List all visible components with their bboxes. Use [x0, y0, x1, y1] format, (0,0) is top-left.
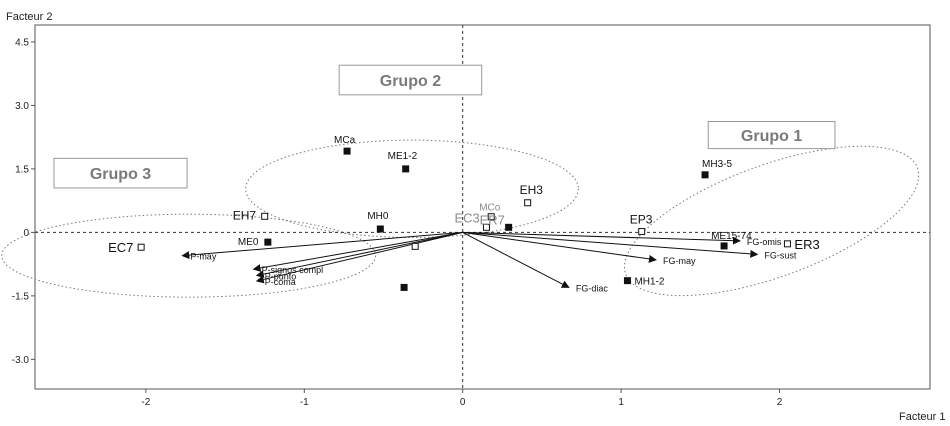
point-label-me1-2: ME1-2: [388, 151, 418, 162]
point-label-me15-74: ME15-74: [711, 231, 752, 242]
x-tick-label: 2: [777, 397, 783, 408]
vector-fg-diac: [462, 231, 570, 288]
point-marker-ep3: [638, 228, 646, 236]
point-marker-ec3: [482, 223, 490, 231]
group-label-grupo-3: Grupo 3: [90, 166, 151, 183]
group-ellipse-grupo-1: [623, 145, 920, 297]
point-marker-mca: [343, 147, 351, 155]
x-tick-label: 0: [460, 397, 466, 408]
point-marker-me15-74: [720, 242, 728, 250]
group-box-grupo-2: [338, 64, 483, 96]
vector-label-fg-diac: FG-diac: [576, 283, 609, 293]
y-tick-label: 4.5: [15, 37, 29, 48]
y-tick-label: 3.0: [15, 101, 29, 112]
y-axis-title: Facteur 2: [6, 11, 52, 23]
point-marker-er3: [783, 240, 791, 248]
group-box-grupo-1: [707, 121, 836, 150]
point-label-mh1-2: MH1-2: [634, 277, 664, 288]
group-ellipses: [1, 139, 920, 298]
point-marker-unlabeled-16: [411, 242, 419, 250]
group-label-grupo-2: Grupo 2: [380, 73, 441, 90]
vector-label-fg-omis: FG-omis: [747, 237, 782, 247]
group-label-grupo-1: Grupo 1: [741, 128, 802, 145]
point-marker-unlabeled-15: [400, 283, 408, 291]
x-tick-label: -1: [300, 397, 309, 408]
vector-p-signos-compl: [252, 231, 463, 272]
group-labels: Grupo 1 Grupo 2 Grupo 3: [53, 64, 836, 189]
point-marker-er7: [505, 223, 513, 231]
vector-p-punto: [255, 231, 463, 279]
vector-label-p-coma: P-coma: [265, 277, 296, 287]
y-tick-label: 1.5: [15, 164, 29, 175]
group-ellipse-grupo-3: [1, 213, 377, 298]
x-tick-label: 1: [618, 397, 624, 408]
point-marker-mh0: [376, 225, 384, 233]
point-label-er7: ER7: [480, 212, 505, 227]
vector-p-coma: [255, 231, 463, 284]
vector-label-fg-may: FG-may: [663, 256, 696, 266]
group-box-grupo-3: [53, 157, 188, 189]
point-marker-eh3: [524, 199, 532, 207]
point-label-ec3: EC3: [454, 210, 479, 225]
point-label-ec7: EC7: [108, 240, 133, 255]
point-marker-me0: [264, 238, 272, 246]
plot-frame: [34, 24, 931, 390]
point-marker-mh1-2: [623, 277, 631, 285]
x-tick-label: -2: [141, 397, 150, 408]
vector-label-p-punto: P-punto: [265, 272, 297, 282]
y-tick-label: -1.5: [12, 291, 30, 302]
vector-fg-sust: [462, 231, 759, 258]
point-label-eh7: EH7: [233, 208, 257, 222]
vector-fg-may: [462, 231, 657, 263]
point-marker-mh3-5: [701, 171, 709, 179]
point-label-er3: ER3: [794, 237, 819, 252]
point-marker-me1-2: [402, 165, 410, 173]
point-label-eh3: EH3: [520, 183, 544, 197]
group-ellipse-grupo-2: [245, 139, 579, 238]
y-tick-label: 0: [23, 228, 29, 239]
vector-p-may: [181, 231, 463, 260]
point-marker-ec7: [137, 243, 145, 251]
x-axis-title: Facteur 1: [899, 411, 945, 423]
vector-label-fg-sust: FG-sust: [764, 250, 797, 260]
vector-label-p-signos-compl: P-signos compl: [262, 265, 324, 275]
point-label-mco: MCo: [479, 203, 501, 214]
point-label-ep3: EP3: [630, 213, 653, 227]
point-label-mh0: MH0: [367, 211, 389, 222]
point-marker-mco: [487, 213, 495, 221]
y-tick-label: -3.0: [12, 355, 30, 366]
point-label-mh3-5: MH3-5: [702, 159, 732, 170]
vector-label-p-may: P-may: [190, 252, 217, 262]
point-label-me0: ME0: [238, 237, 259, 248]
point-label-mca: MCa: [334, 135, 356, 146]
vector-fg-omis: [462, 231, 741, 245]
point-marker-eh7: [261, 212, 269, 220]
